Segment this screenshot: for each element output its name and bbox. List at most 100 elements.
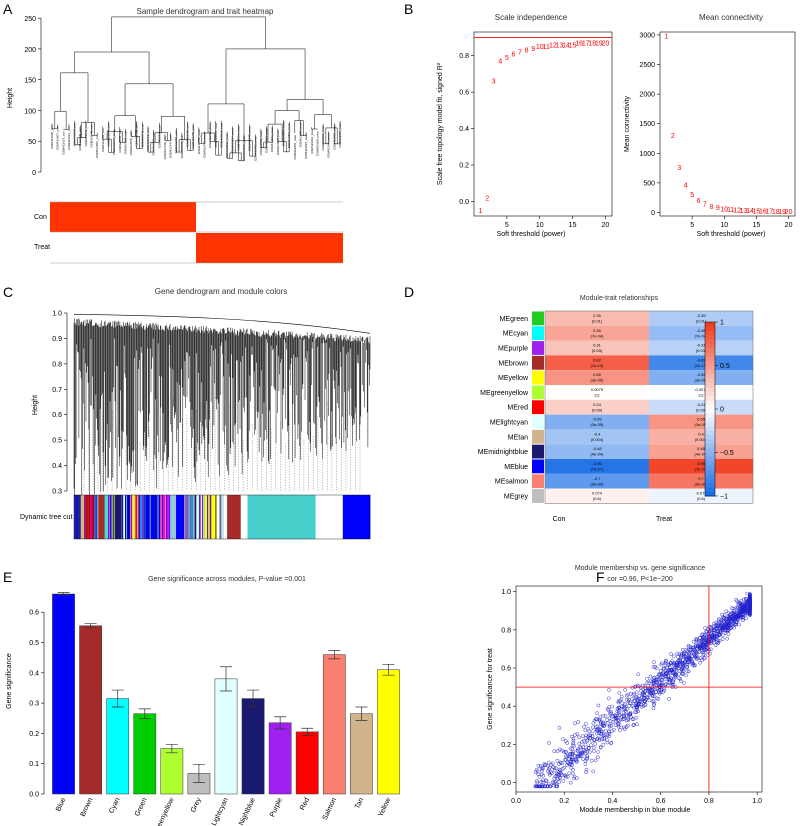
module-color-stripe [160,495,162,539]
bar-brown [79,625,102,795]
scatter-point [738,613,743,617]
module-color-segment [97,495,105,539]
scatter-point [564,757,568,762]
heatmap-cell [545,473,649,489]
scatter-point [681,681,686,685]
scale-step [705,374,715,380]
scatter-point [696,656,700,661]
dendrogram-branch [334,120,341,145]
scatter-point [584,767,589,772]
scatter-point [607,723,612,728]
scatter-point [656,677,661,681]
scatter-point [623,708,628,713]
scatter-point [598,725,603,729]
scatter-point [590,729,595,734]
module-color-stripe [154,495,156,539]
scatter-point [571,738,576,743]
scatter-point [584,736,589,740]
module-color-stripe [202,495,204,539]
scatter-point [580,740,585,744]
scatter-point [716,618,721,623]
scatter-point [634,690,639,695]
heatmap-cell [545,414,649,430]
error-bar [57,592,70,596]
cell-correlation: 0.35 [593,313,602,318]
scatter-point [597,736,602,741]
y-tick-label: 0.0 [29,792,39,799]
scatter-point [577,741,582,746]
scatter-point [634,715,639,720]
scatter-point [707,634,712,639]
module-color-stripe [185,495,187,539]
scatter-point [568,780,573,785]
y-tick-label: 1000 [639,151,655,158]
y-tick-label: 0.2 [459,162,469,169]
scatter-point [617,705,622,710]
scatter-point [561,737,565,742]
scatter-point [736,601,741,605]
scatter-point [555,784,559,789]
sample-label: GSM423719_con [146,128,150,152]
scatter-point [747,594,752,599]
scatter-point [591,745,596,750]
scatter-point [713,631,718,636]
sample-label: GSM423670_con [106,123,110,147]
panel-c-gene-dendrogram [73,313,371,502]
dendrogram-branch [215,120,222,156]
scatter-point [631,723,636,728]
scatter-point [574,760,579,764]
scatter-point [726,619,731,623]
panel-b1-title: Scale independence [495,13,568,22]
module-color-segment [186,495,197,539]
x-tick-label: 0.6 [656,798,666,805]
scatter-point [539,767,544,772]
y-tick-label: 0 [32,170,36,177]
category-label: Yellow [377,796,392,818]
panel-letter-d: D [404,284,414,300]
panel-b1: Scale independence Soft threshold (power… [437,13,613,238]
heatmap-cell [649,414,753,430]
scatter-point [631,717,636,722]
module-swatch [532,415,544,429]
scatter-point [686,669,691,674]
scale-step [705,417,715,423]
scatter-point [567,757,572,761]
scatter-point [702,648,707,653]
sample-label: GSM423901_treat [293,135,297,160]
scatter-point [729,625,734,629]
scatter-point [634,695,639,699]
power-point-label: 12 [733,208,741,215]
scatter-point [600,729,604,734]
scatter-point [569,766,574,770]
scatter-point [540,769,544,773]
scatter-point [663,661,668,665]
scatter-point [634,704,639,709]
module-color-stripe [139,495,141,539]
scatter-point [729,623,733,628]
cell-pvalue: (9e-09) [695,481,709,486]
panel-c-colorbar-label: Dynamic tree cut [20,514,73,521]
scatter-point [728,613,732,617]
scale-step [705,369,715,375]
scatter-point [606,696,611,701]
scatter-point [552,768,557,773]
module-color-stripe [76,495,78,539]
sample-label: GSM423824_treat [231,128,235,153]
cell-correlation: -0.0075 [694,387,708,392]
scatter-point [744,607,748,611]
module-color-segment [84,495,88,539]
y-tick-label: 0.3 [52,489,62,496]
module-label: MEsalmon [495,479,528,486]
scatter-point [651,680,656,685]
scatter-point [680,672,685,676]
y-tick-label: 1.0 [52,311,62,318]
x-tick-label: 0.0 [511,798,521,805]
power-point-label: 15 [569,42,577,49]
category-label: Purple [269,797,284,818]
cell-correlation: 0.24 [593,402,602,407]
heatmap-cell [649,444,753,459]
dendrogram-branch [106,131,123,143]
cell-correlation: -0.074 [695,491,707,496]
scatter-point [622,714,627,718]
sample-label: GSM423621_con [67,126,71,150]
